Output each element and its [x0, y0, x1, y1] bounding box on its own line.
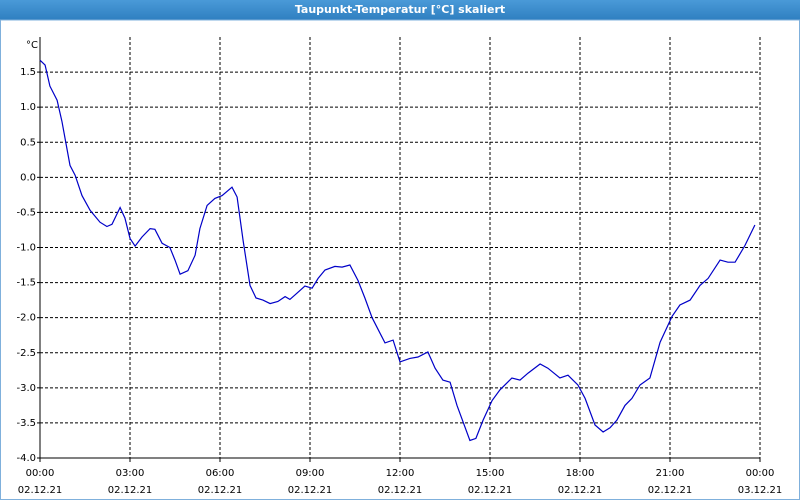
y-tick-label: -1.0 — [16, 243, 36, 254]
x-tick-date: 02.12.21 — [558, 485, 603, 496]
chart-title: Taupunkt-Temperatur [°C] skaliert — [295, 3, 505, 16]
x-tick-date: 02.12.21 — [468, 485, 513, 496]
y-tick-label: 1.0 — [20, 102, 36, 113]
title-bar — [0, 0, 800, 20]
x-tick-label: 12:00 — [386, 468, 415, 479]
y-tick-label: -2.5 — [16, 348, 36, 359]
plot: -4.0 -3.5 -3.0 -2.5 -2.0 -1.5 -1.0 -0.5 0.0 0.5 1.… — [16, 37, 782, 496]
y-tick-label: 1.5 — [20, 67, 36, 78]
x-tick-date: 02.12.21 — [198, 485, 243, 496]
y-tick-label: -1.5 — [16, 278, 36, 289]
x-tick-date: 02.12.21 — [288, 485, 333, 496]
y-unit: °C — [26, 40, 38, 51]
x-tick-label: 00:00 — [26, 468, 55, 479]
y-tick-label: 0.0 — [20, 172, 36, 183]
y-tick-label: 0.5 — [20, 137, 36, 148]
y-tick-label: -4.0 — [16, 453, 36, 464]
y-tick-label: -3.5 — [16, 418, 36, 429]
x-tick-label: 00:00 — [746, 468, 775, 479]
x-tick-label: 06:00 — [206, 468, 235, 479]
x-tick-date: 03.12.21 — [738, 485, 783, 496]
x-tick-label: 21:00 — [656, 468, 685, 479]
x-tick-label: 09:00 — [296, 468, 325, 479]
x-tick-label: 18:00 — [566, 468, 595, 479]
x-tick-date: 02.12.21 — [378, 485, 423, 496]
x-tick-date: 02.12.21 — [18, 485, 63, 496]
y-tick-label: -2.0 — [16, 313, 36, 324]
y-tick-label: -0.5 — [16, 207, 36, 218]
x-tick-date: 02.12.21 — [108, 485, 153, 496]
x-tick-label: 15:00 — [476, 468, 505, 479]
x-tick-date: 02.12.21 — [648, 485, 693, 496]
x-tick-label: 03:00 — [116, 468, 145, 479]
data-line — [39, 59, 756, 442]
y-tick-label: -3.0 — [16, 383, 36, 394]
